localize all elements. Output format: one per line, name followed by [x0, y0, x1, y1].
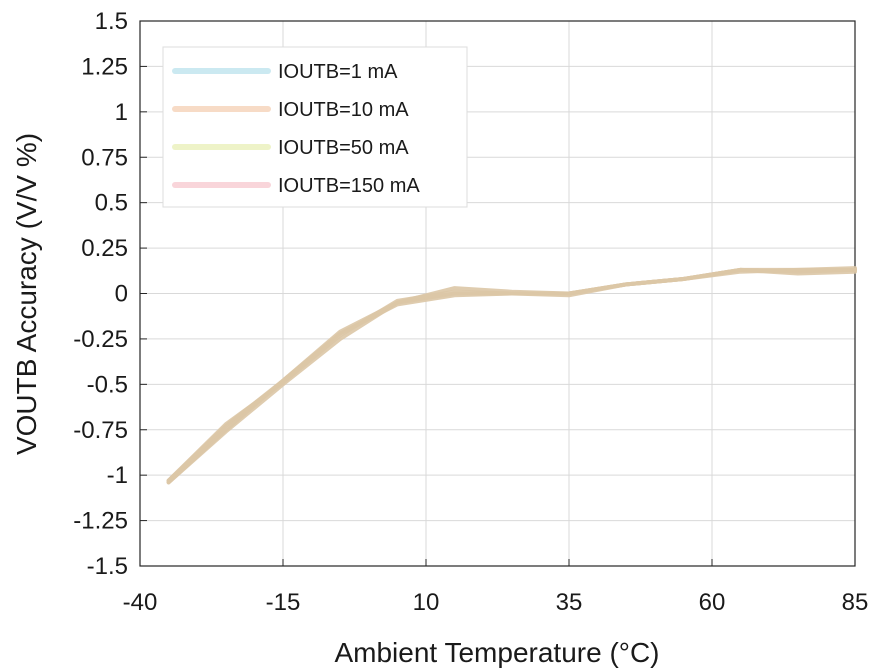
- y-tick-label: 1: [115, 99, 128, 126]
- y-axis-title: VOUTB Accuracy (V/V %): [11, 133, 42, 455]
- y-tick-label: -0.5: [87, 371, 128, 398]
- legend-label: IOUTB=1 mA: [278, 61, 398, 83]
- plot-frame: [139, 20, 856, 567]
- x-tick-label: 85: [842, 589, 869, 616]
- y-tick-label: 0: [115, 281, 128, 308]
- y-tick-label: 0.75: [81, 144, 128, 171]
- y-tick-label: -1.25: [73, 508, 128, 535]
- x-tick-label: -40: [123, 589, 158, 616]
- y-tick-label: 0.5: [95, 190, 128, 217]
- y-tick-label: 1.25: [81, 53, 128, 80]
- legend: IOUTB=1 mA IOUTB=10 mA IOUTB=50 mA IOUTB=15…: [162, 46, 468, 208]
- legend-label: IOUTB=50 mA: [278, 137, 409, 159]
- y-tick-label: -0.75: [73, 417, 128, 444]
- x-tick-label: -15: [266, 589, 301, 616]
- y-tick-label: 1.5: [95, 8, 128, 35]
- y-tick-label: -0.25: [73, 326, 128, 353]
- y-tick-label: -1.5: [87, 553, 128, 580]
- y-tick-label: -1: [107, 462, 128, 489]
- x-tick-label: 10: [413, 589, 440, 616]
- series-lines: [166, 266, 857, 485]
- series-line: [166, 267, 857, 483]
- legend-label: IOUTB=10 mA: [278, 99, 409, 121]
- x-tick-label: 35: [556, 589, 583, 616]
- tick-labels: 1.5 1.25 1 0.75 0.5 0.25 0 -0.25 -0.5 -0.75 -1 -1.2…: [73, 8, 868, 616]
- x-tick-label: 60: [699, 589, 726, 616]
- legend-label: IOUTB=150 mA: [278, 175, 420, 197]
- x-axis-title: Ambient Temperature (°C): [334, 637, 659, 668]
- y-tick-label: 0.25: [81, 235, 128, 262]
